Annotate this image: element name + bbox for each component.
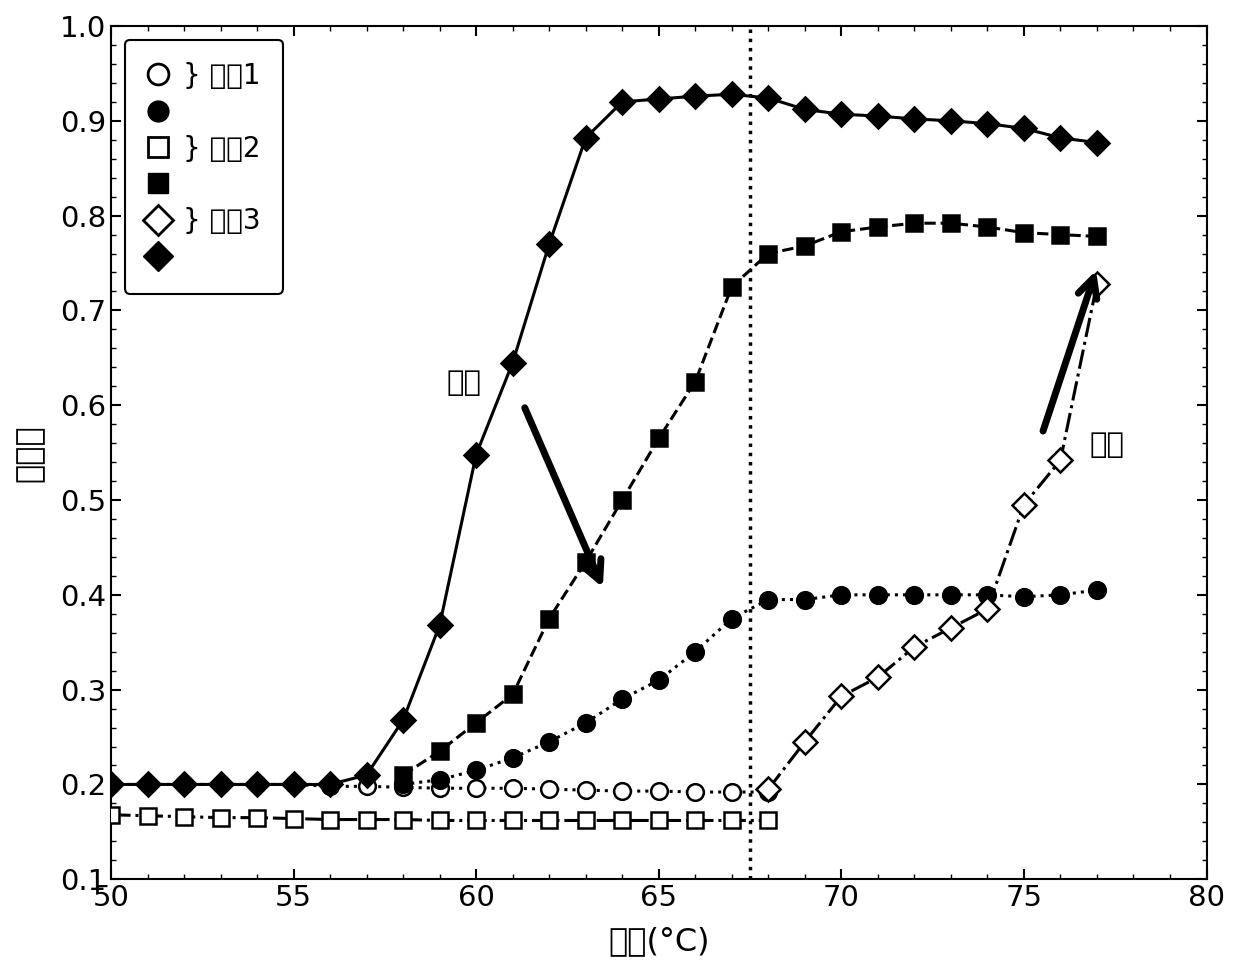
X-axis label: 温度(°C): 温度(°C)	[608, 926, 709, 957]
Text: 升温: 升温	[1090, 431, 1125, 459]
Legend: } 温度1, , } 温度2, , } 温度3, : } 温度1, , } 温度2, , } 温度3,	[125, 40, 283, 294]
Y-axis label: 辐射率: 辐射率	[15, 424, 46, 481]
Text: 降温: 降温	[446, 369, 482, 397]
